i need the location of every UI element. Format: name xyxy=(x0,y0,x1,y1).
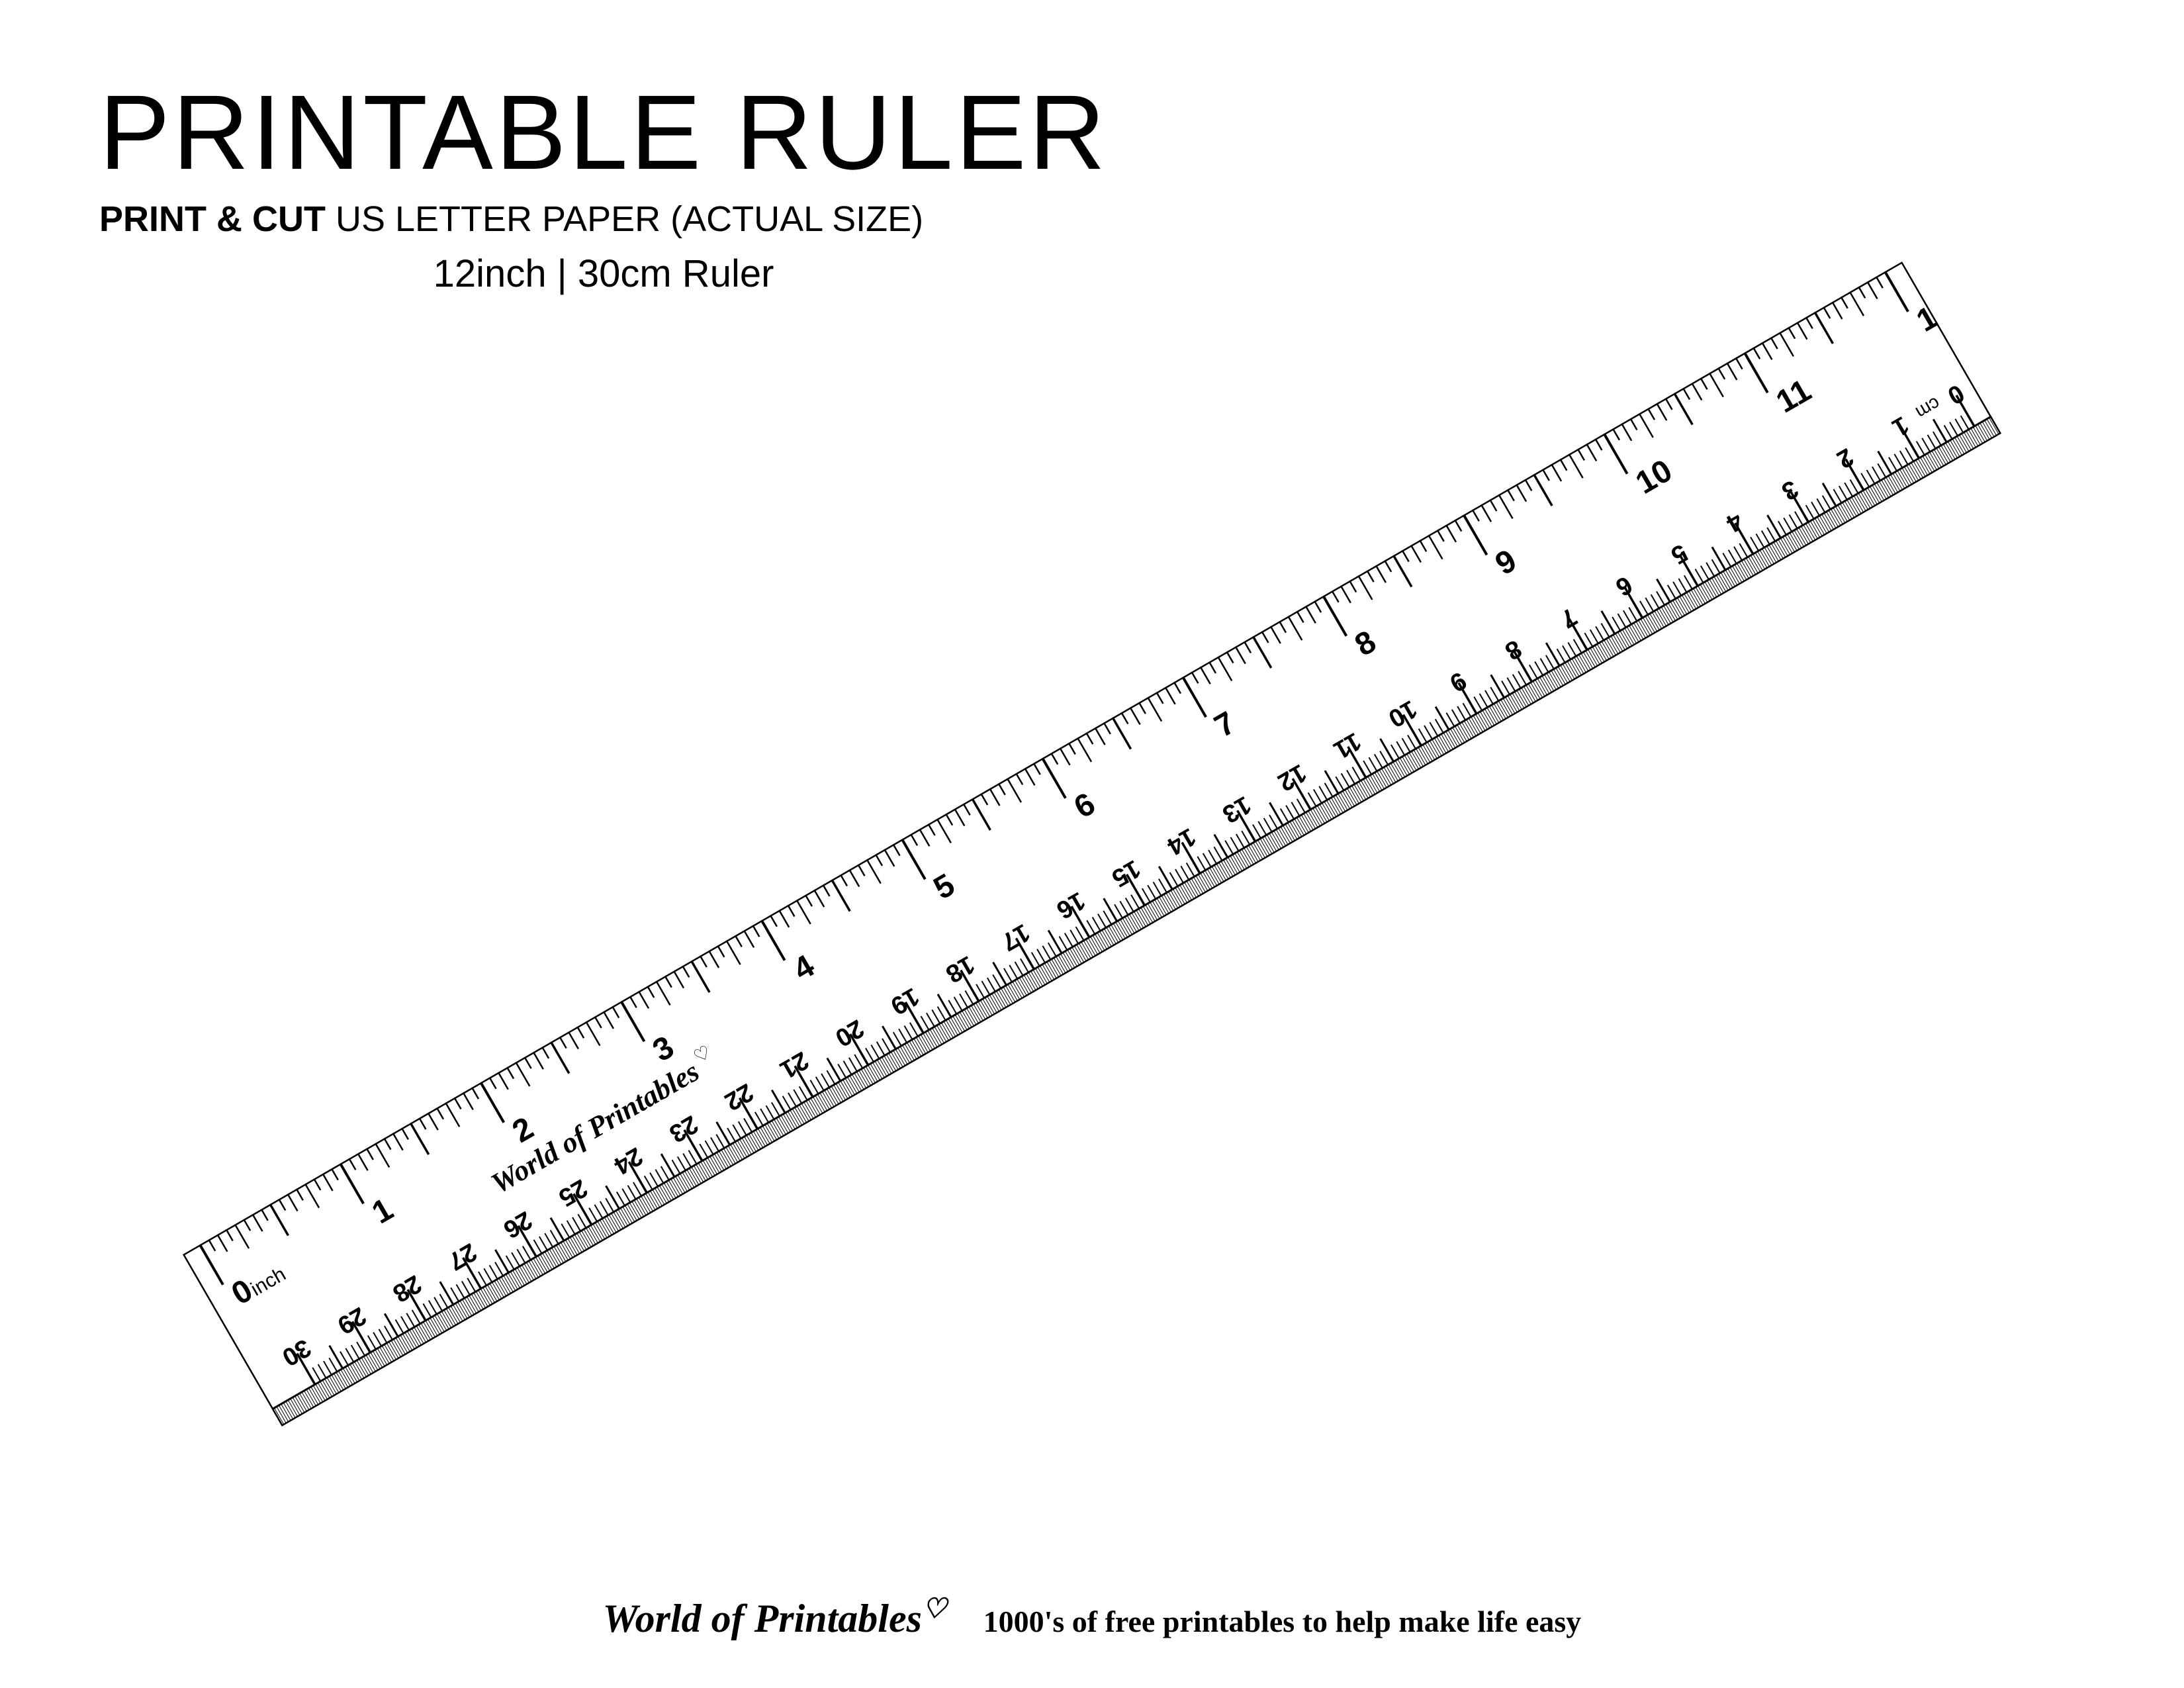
ruler-container: 0123456789101112inchWorld of Printables♡… xyxy=(183,261,2001,1427)
page-footer: World of Printables♡ 1000's of free prin… xyxy=(0,1592,2184,1642)
heart-icon: ♡ xyxy=(922,1594,947,1624)
subtitle-2: 12inch | 30cm Ruler xyxy=(99,252,1108,296)
ruler-diagram: 0123456789101112inchWorld of Printables♡… xyxy=(183,261,2001,1427)
footer-brand-text: World of Printables xyxy=(603,1597,922,1640)
footer-brand: World of Printables♡ xyxy=(603,1597,957,1640)
subtitle-1-bold: PRINT & CUT xyxy=(99,199,326,239)
subtitle-1: PRINT & CUT US LETTER PAPER (ACTUAL SIZE… xyxy=(99,199,1108,240)
footer-tagline: 1000's of free printables to help make l… xyxy=(983,1605,1582,1638)
main-title: PRINTABLE RULER xyxy=(99,79,1108,185)
page-heading: PRINTABLE RULER PRINT & CUT US LETTER PA… xyxy=(99,79,1108,296)
subtitle-1-rest: US LETTER PAPER (ACTUAL SIZE) xyxy=(326,199,923,239)
